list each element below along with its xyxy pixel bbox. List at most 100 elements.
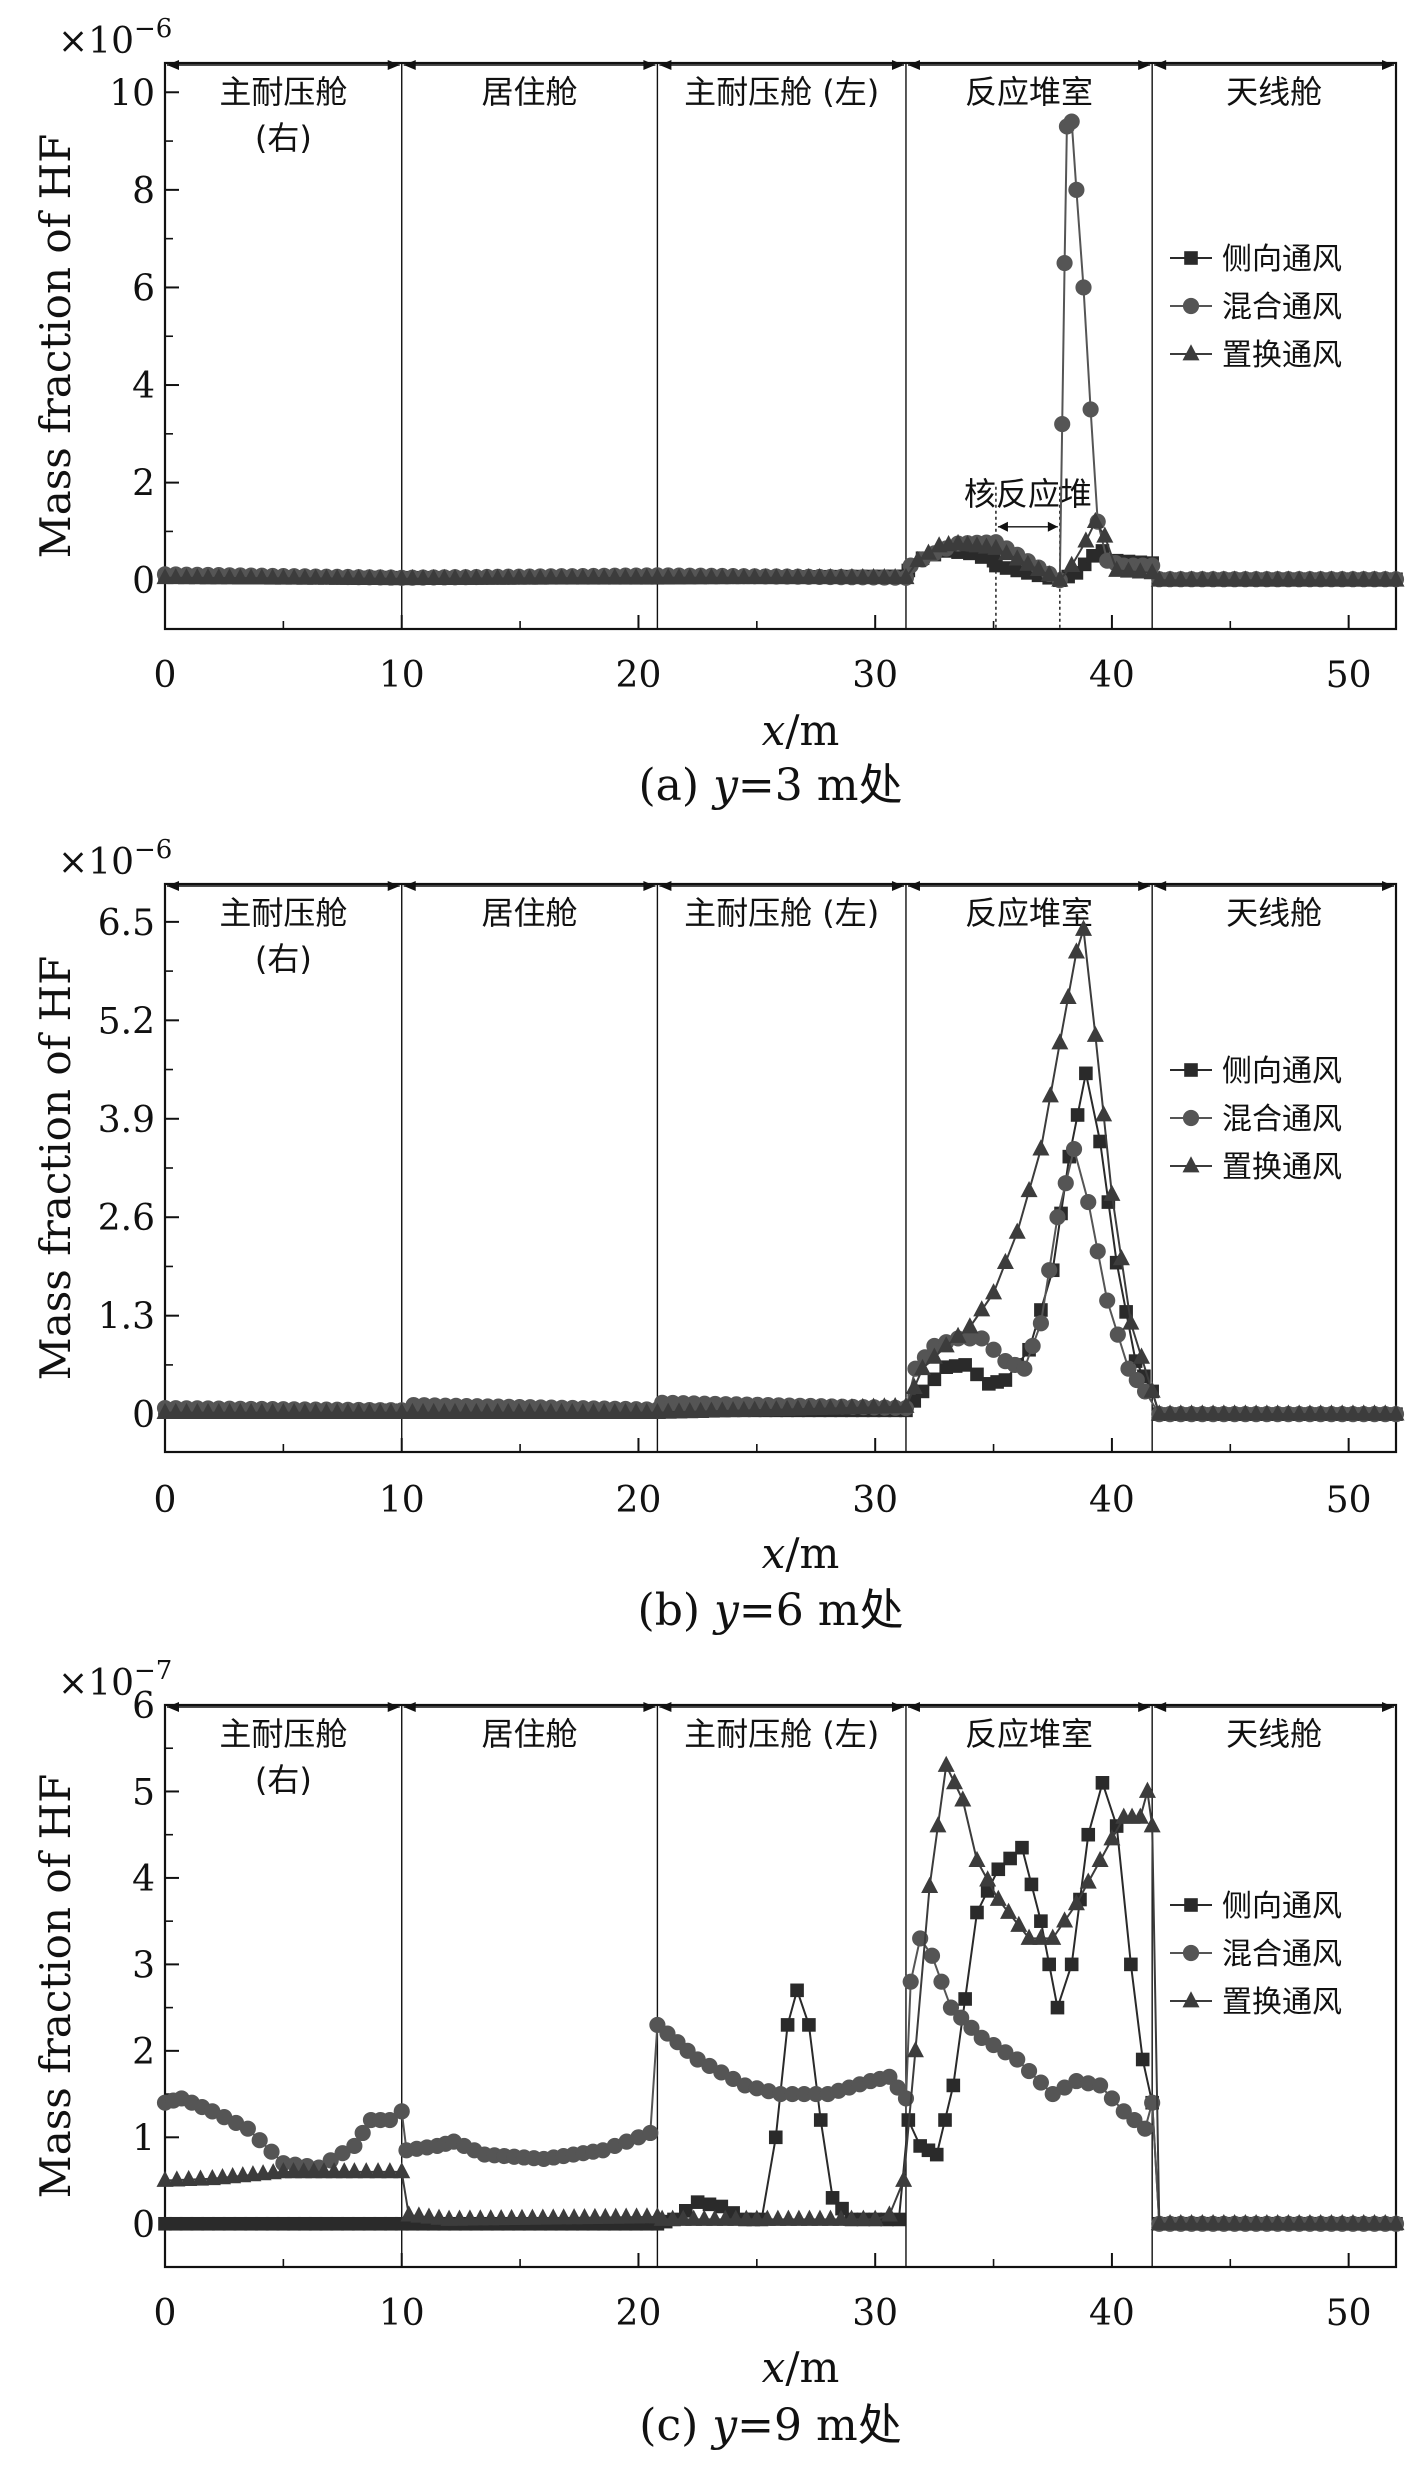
series-point xyxy=(1041,1262,1058,1279)
series-point xyxy=(1067,942,1085,959)
y-multiplier-exponent: −6 xyxy=(134,14,172,44)
x-axis-title-unit: /m xyxy=(785,2343,839,2392)
series-point xyxy=(724,1400,742,1418)
series-point xyxy=(330,2216,344,2231)
series-point xyxy=(946,2078,961,2093)
series-point xyxy=(1143,1816,1161,1833)
series-point xyxy=(954,1790,972,1807)
series-point xyxy=(346,2137,363,2155)
arrowhead-left xyxy=(1154,60,1167,70)
plot-frame xyxy=(163,882,1398,1454)
series-point xyxy=(1247,570,1265,587)
series-point xyxy=(521,568,539,585)
series-point xyxy=(188,568,206,585)
series-point xyxy=(1103,2090,1120,2107)
y-axis-title: Mass fraction of HF xyxy=(31,1774,80,2199)
series-point xyxy=(843,1398,861,1415)
series-point xyxy=(1081,1827,1096,1842)
series-point xyxy=(689,2051,706,2068)
arrowhead-right xyxy=(891,60,904,70)
x-axis-title-unit: /m xyxy=(785,706,839,755)
y-tick-label: 2.6 xyxy=(98,1198,155,1239)
y-multiplier: ×10−7 xyxy=(58,1656,172,1704)
series-point xyxy=(1365,2213,1383,2231)
series-point xyxy=(925,1347,943,1364)
series-point xyxy=(1051,1033,1069,1050)
series-point xyxy=(446,568,464,585)
series-point xyxy=(319,2216,334,2231)
series-point xyxy=(199,568,217,585)
series-point xyxy=(1009,2051,1026,2068)
region-label: 主耐压舱 (左) xyxy=(684,894,879,932)
series-point xyxy=(354,2124,371,2142)
region-label-sub: (右) xyxy=(255,119,312,157)
series-point xyxy=(905,1377,923,1395)
x-tick-label: 50 xyxy=(1326,655,1372,696)
caption-prefix: (c) xyxy=(639,2400,712,2451)
series-point xyxy=(373,2216,388,2231)
series-point xyxy=(264,1402,282,1419)
series-point xyxy=(1150,1404,1168,1421)
series-point xyxy=(393,2103,410,2120)
series-point xyxy=(351,2216,366,2231)
series-point xyxy=(945,1773,963,1790)
series-point xyxy=(156,2170,174,2187)
arrowhead-right xyxy=(643,1702,656,1712)
series-point xyxy=(821,1398,839,1415)
series-point xyxy=(1000,1902,1018,1919)
series-point xyxy=(1183,2213,1201,2231)
series-point xyxy=(1161,570,1179,587)
series-point xyxy=(923,1947,941,1964)
series-point xyxy=(1128,1371,1145,1389)
series-point xyxy=(756,567,774,585)
series-point xyxy=(811,567,829,585)
series-point xyxy=(381,2111,398,2129)
series-point xyxy=(746,1400,764,1417)
x-axis-title: x/m xyxy=(762,1529,840,1578)
y-tick-label: 0 xyxy=(132,561,155,602)
series-point xyxy=(843,2209,861,2226)
series-point xyxy=(425,1402,443,1419)
series-point xyxy=(724,567,742,585)
arrowhead-right xyxy=(387,60,400,70)
series-point xyxy=(1333,1404,1351,1421)
series-point xyxy=(350,568,368,585)
series-point xyxy=(1322,570,1340,587)
y-tick-label: 3.9 xyxy=(98,1100,155,1141)
y-tick-label: 6 xyxy=(132,268,155,309)
series-point xyxy=(1355,1404,1373,1421)
series-point xyxy=(1355,570,1373,587)
series-point xyxy=(692,567,710,585)
x-axis-title-var: x xyxy=(762,2343,786,2392)
series-point xyxy=(156,1402,174,1419)
series-point xyxy=(1040,565,1058,582)
series-point xyxy=(339,1402,357,1419)
series-point xyxy=(1032,2074,1049,2091)
series-point xyxy=(1010,563,1025,578)
series-point xyxy=(1133,1347,1151,1364)
series-point xyxy=(1290,2213,1308,2231)
series-point xyxy=(1092,2077,1109,2094)
series-point xyxy=(1387,570,1405,587)
series-point xyxy=(778,1399,796,1416)
series-point xyxy=(702,2197,717,2212)
series-point xyxy=(1091,1850,1109,1868)
series-circle xyxy=(156,1930,1405,2232)
legend-marker xyxy=(1182,1944,1200,1962)
series-point xyxy=(1290,570,1308,587)
arrowhead-left xyxy=(1154,881,1167,891)
series-point xyxy=(919,543,937,560)
region-label: 主耐压舱 xyxy=(219,894,347,932)
series-point xyxy=(973,1330,990,1347)
series-point xyxy=(973,2029,990,2046)
series-point xyxy=(921,1876,939,1893)
series-point xyxy=(1312,2213,1330,2231)
series-point xyxy=(714,2199,729,2214)
arrowhead-left xyxy=(997,521,1008,532)
series-point xyxy=(606,568,624,585)
series-point xyxy=(308,2216,323,2231)
series-point xyxy=(264,568,282,585)
series-point xyxy=(1063,555,1081,572)
series-point xyxy=(970,1905,984,1920)
